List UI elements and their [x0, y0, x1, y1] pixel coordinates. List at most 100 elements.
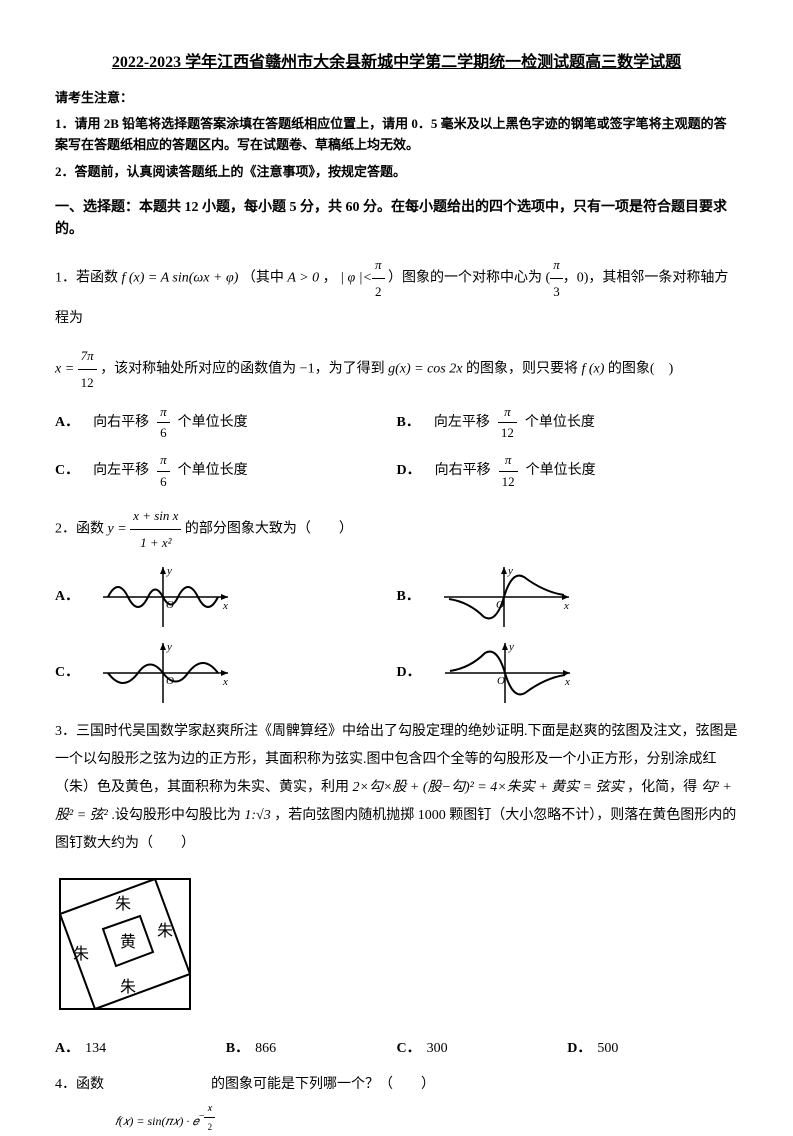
q1-formula5-pre: x =	[55, 361, 78, 376]
question-3: 3．三国时代吴国数学家赵爽所注《周髀算经》中给出了勾股定理的绝妙证明.下面是赵爽…	[55, 718, 738, 858]
q1-text-f: ，该对称轴处所对应的函数值为 −1，为了得到	[100, 361, 384, 376]
svg-text:y: y	[166, 641, 172, 653]
q1-formula1: f (x) = A sin(ωx + φ)	[122, 270, 239, 285]
q1-formula3-pre: | φ |<	[340, 270, 372, 285]
q4-exp-num: 𝑥	[204, 1099, 215, 1118]
q2-text-b: 的部分图象大致为（ ）	[185, 521, 353, 536]
q1-optB-den: 12	[498, 423, 517, 444]
q1-optB-pre: 向左平移	[434, 412, 490, 434]
label-b: B．	[397, 412, 420, 434]
q1-formula7: f (x)	[581, 361, 604, 376]
q4-text-b: 的图象可能是下列哪一个？（ ）	[211, 1077, 435, 1092]
q3-formula3: 1:√3	[244, 808, 270, 823]
q1-options-row1: A． 向右平移π6个单位长度 B． 向左平移π12个单位长度	[55, 402, 738, 445]
q1-text-g: 的图象，则只要将	[466, 361, 578, 376]
q1-optC-num: π	[157, 450, 170, 472]
q1-optA-post: 个单位长度	[178, 412, 248, 434]
q1-optD-pre: 向右平移	[435, 460, 491, 482]
label-b: B．	[226, 1041, 249, 1056]
exam-title: 2022-2023 学年江西省赣州市大余县新城中学第二学期统一检测试题高三数学试…	[55, 50, 738, 76]
graph-b: y x O	[434, 562, 574, 632]
label-a: A．	[55, 412, 79, 434]
label-d: D．	[397, 662, 421, 684]
q1-optA-pre: 向右平移	[93, 412, 149, 434]
q3-optD: 500	[597, 1041, 618, 1056]
label-b: B．	[397, 586, 420, 608]
svg-text:x: x	[222, 676, 228, 688]
svg-text:y: y	[508, 641, 514, 653]
q2-formula-pre: y =	[108, 521, 131, 536]
label-a: A．	[55, 1041, 79, 1056]
q1-optC-den: 6	[157, 472, 170, 493]
q3-optB: 866	[255, 1041, 276, 1056]
graph-a: y x O	[93, 562, 233, 632]
q1-text-h: 的图象( )	[608, 361, 673, 376]
q2-options-row2: C． y x O D． y x O	[55, 638, 738, 708]
q3-option-c: C． 300	[397, 1038, 568, 1060]
instructions-line2: 2．答题前，认真阅读答题纸上的《注意事项》，按规定答题。	[55, 162, 738, 183]
graph-c: y x O	[93, 638, 233, 708]
label-d: D．	[397, 460, 421, 482]
q1-frac1-den: 2	[372, 279, 385, 305]
q4-text-a: 4．函数	[55, 1077, 104, 1092]
graph-d: y x O	[435, 638, 575, 708]
q3-option-b: B． 866	[226, 1038, 397, 1060]
q1-option-b: B． 向左平移π12个单位长度	[397, 402, 739, 445]
svg-text:朱: 朱	[157, 922, 173, 940]
q1-optD-num: π	[499, 450, 518, 472]
q1-optA-den: 6	[157, 423, 170, 444]
q1-optD-post: 个单位长度	[526, 460, 596, 482]
label-c: C．	[55, 460, 79, 482]
q3-formula1: 2×勾×股 + (股−勾)² = 4×朱实 + 黄实 = 弦实	[353, 780, 624, 795]
label-c: C．	[397, 1041, 421, 1056]
q1-text-b: （其中	[242, 270, 284, 285]
q1-frac1-num: π	[372, 252, 385, 279]
svg-text:朱: 朱	[73, 945, 89, 963]
q1-text-c: ，	[323, 270, 337, 285]
q3-option-a: A． 134	[55, 1038, 226, 1060]
svg-text:x: x	[222, 600, 228, 612]
q3-optC: 300	[427, 1041, 448, 1056]
svg-text:y: y	[166, 565, 172, 577]
q2-option-a: A． y x O	[55, 562, 397, 632]
instructions-header: 请考生注意：	[55, 88, 738, 109]
svg-text:O: O	[497, 675, 505, 687]
q1-option-c: C． 向左平移 π6 个单位长度	[55, 450, 397, 493]
q1-text-d: ）图象的一个对称中心为 (	[388, 270, 550, 285]
q3-text-b: ，化简，得	[627, 780, 697, 795]
question-2: 2．函数 y = x + sin x1 + x² 的部分图象大致为（ ）	[55, 503, 738, 556]
svg-text:黄: 黄	[120, 933, 136, 951]
q1-frac2-num: π	[550, 252, 563, 279]
q4-exp-den: 2	[204, 1118, 215, 1136]
q1-formula6: g(x) = cos 2x	[388, 361, 462, 376]
svg-text:朱: 朱	[120, 978, 136, 996]
q3-option-d: D．500	[567, 1038, 738, 1060]
q2-text-a: 2．函数	[55, 521, 104, 536]
svg-text:朱: 朱	[115, 895, 131, 913]
svg-text:x: x	[563, 600, 569, 612]
label-c: C．	[55, 662, 79, 684]
question-1: 1．若函数 f (x) = A sin(ωx + φ) （其中 A > 0 ， …	[55, 252, 738, 333]
q2-options-row1: A． y x O B． y x O	[55, 562, 738, 632]
label-a: A．	[55, 586, 79, 608]
q1-frac3-num: 7π	[78, 343, 97, 370]
question-4: 4．函数 的图象可能是下列哪一个？（ ） 𝑓(𝑥) = sin(𝜋𝑥) · 𝑒−…	[55, 1071, 738, 1136]
q1-optB-post: 个单位长度	[525, 412, 595, 434]
q1-optD-den: 12	[499, 472, 518, 493]
q1-optC-pre: 向左平移	[93, 460, 149, 482]
q4-formula: 𝑓(𝑥) = sin(𝜋𝑥) · 𝑒	[115, 1113, 199, 1127]
q1-frac2-den: 3	[550, 279, 563, 305]
q2-option-b: B． y x O	[397, 562, 739, 632]
instructions-line1: 1．请用 2B 铅笔将选择题答案涂填在答题纸相应位置上，请用 0．5 毫米及以上…	[55, 114, 738, 156]
svg-text:x: x	[564, 676, 570, 688]
q1-optC-post: 个单位长度	[178, 460, 248, 482]
q2-option-d: D． y x O	[397, 638, 739, 708]
question-1-cont: x = 7π12 ，该对称轴处所对应的函数值为 −1，为了得到 g(x) = c…	[55, 343, 738, 396]
q1-options-row2: C． 向左平移π6个单位长度 D． 向右平移π12个单位长度	[55, 450, 738, 493]
q2-frac-den: 1 + x²	[130, 530, 181, 556]
q1-optA-num: π	[157, 402, 170, 424]
q1-option-d: D． 向右平移 π12 个单位长度	[397, 450, 739, 493]
q2-frac-num: x + sin x	[130, 503, 181, 530]
q3-optA: 134	[85, 1041, 106, 1056]
section1-header: 一、选择题：本题共 12 小题，每小题 5 分，共 60 分。在每小题给出的四个…	[55, 197, 738, 242]
